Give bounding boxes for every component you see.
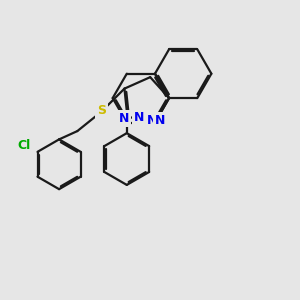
- Text: Cl: Cl: [17, 140, 30, 152]
- Text: S: S: [97, 104, 106, 117]
- Text: N: N: [134, 111, 145, 124]
- Text: N: N: [146, 114, 157, 128]
- Text: N: N: [155, 114, 165, 128]
- Text: N: N: [119, 112, 129, 125]
